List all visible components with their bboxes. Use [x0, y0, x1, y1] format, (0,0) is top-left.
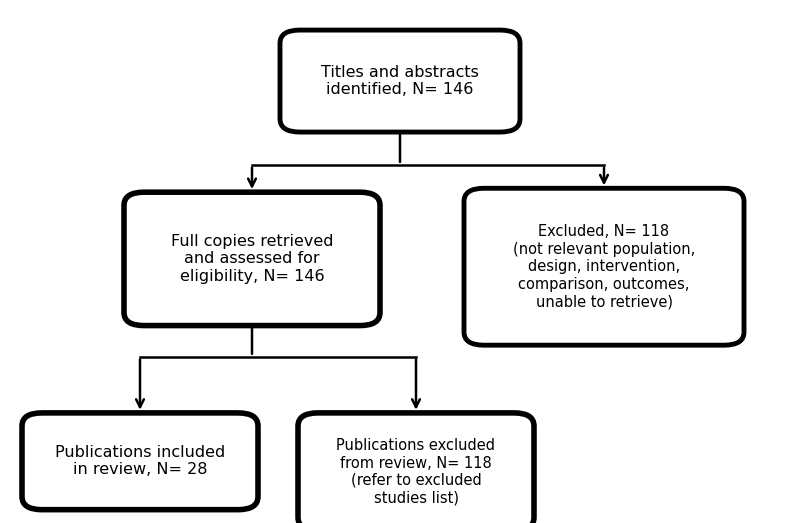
FancyBboxPatch shape [22, 413, 258, 509]
Text: Full copies retrieved
and assessed for
eligibility, N= 146: Full copies retrieved and assessed for e… [170, 234, 334, 284]
Text: Publications excluded
from review, N= 118
(refer to excluded
studies list): Publications excluded from review, N= 11… [337, 438, 495, 505]
Text: Publications included
in review, N= 28: Publications included in review, N= 28 [55, 445, 225, 477]
FancyBboxPatch shape [124, 192, 380, 325]
Text: Titles and abstracts
identified, N= 146: Titles and abstracts identified, N= 146 [321, 65, 479, 97]
FancyBboxPatch shape [298, 413, 534, 523]
FancyBboxPatch shape [280, 30, 520, 132]
FancyBboxPatch shape [464, 188, 744, 345]
Text: Excluded, N= 118
(not relevant population,
design, intervention,
comparison, out: Excluded, N= 118 (not relevant populatio… [513, 224, 695, 309]
